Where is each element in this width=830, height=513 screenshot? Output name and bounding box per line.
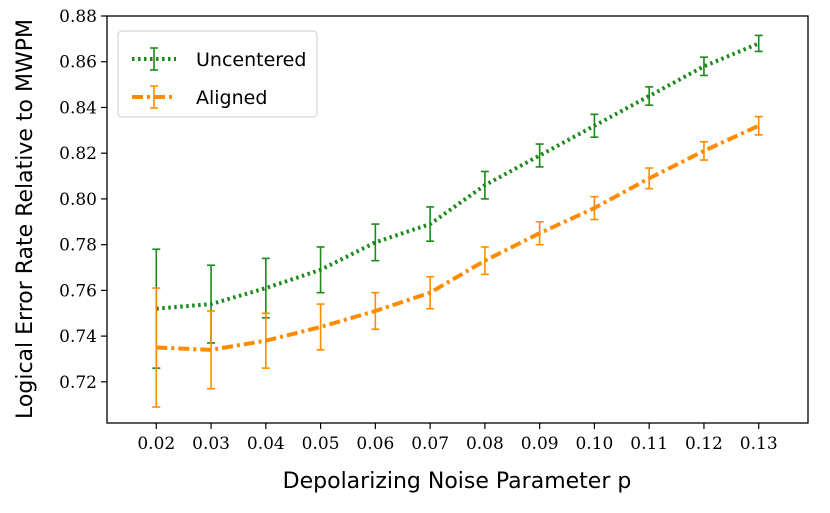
error-bar [316,303,325,351]
error-bar [426,206,435,243]
y-tick-label: 0.84 [59,98,97,118]
error-bar [480,246,489,276]
error-bar [535,143,544,168]
error-bar [371,291,380,331]
y-tick-label: 0.72 [59,373,97,393]
y-tick-label: 0.88 [59,7,97,27]
x-tick-label: 0.04 [247,434,285,454]
legend-entry-uncentered: Uncentered [132,47,306,71]
error-bar [699,56,708,77]
error-bar [590,195,599,221]
x-tick-label: 0.12 [685,434,723,454]
y-axis-label: Logical Error Rate Relative to MWPM [13,19,38,419]
y-tick-label: 0.76 [59,281,97,301]
x-tick-label: 0.07 [411,434,449,454]
x-axis: 0.02 0.03 0.04 0.05 0.06 0.07 0.08 0.09 0.10 0.11… [137,423,778,454]
error-bar [480,170,489,200]
series-aligned [152,115,763,408]
y-tick-label: 0.78 [59,236,97,256]
error-bar [699,140,708,161]
error-bar [754,115,763,136]
x-tick-label: 0.03 [192,434,230,454]
error-bar [645,86,654,106]
y-tick-label: 0.80 [59,190,97,210]
series-layer [152,34,763,408]
y-tick-label: 0.86 [59,53,97,73]
x-tick-label: 0.05 [302,434,340,454]
x-tick-label: 0.08 [466,434,504,454]
legend-label: Uncentered [196,49,306,71]
error-bar [754,34,763,53]
error-bar [590,113,599,138]
plot-frame [106,15,809,424]
series-line [156,123,760,352]
error-bar [152,287,161,408]
error-bar [316,246,325,294]
y-tick-label: 0.82 [59,144,97,164]
x-tick-label: 0.10 [575,434,613,454]
error-bar [535,220,544,246]
x-tick-label: 0.02 [137,434,175,454]
x-tick-label: 0.06 [356,434,394,454]
error-bar [371,223,380,262]
error-bar [261,312,270,369]
x-axis-label: Depolarizing Noise Parameter p [283,469,632,494]
y-axis: 0.72 0.74 0.76 0.78 0.80 0.82 0.84 0.86 0.88 [59,7,107,393]
error-bar [426,275,435,310]
error-bar [207,310,216,390]
legend-frame [117,30,318,118]
x-tick-label: 0.09 [521,434,559,454]
legend-label: Aligned [196,87,267,109]
legend-entries: Uncentered Aligned [132,47,306,109]
error-bar [645,167,654,190]
legend-entry-aligned: Aligned [132,85,267,109]
y-tick-label: 0.74 [59,327,97,347]
x-tick-label: 0.13 [740,434,778,454]
legend: Uncentered Aligned [117,30,318,118]
x-tick-label: 0.11 [630,434,668,454]
series-line [156,41,760,311]
